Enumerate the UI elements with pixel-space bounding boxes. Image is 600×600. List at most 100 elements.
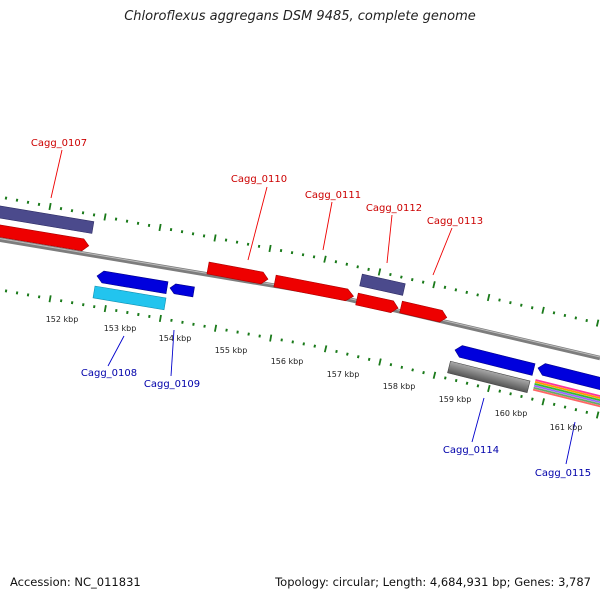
genome-backbone (0, 237, 600, 361)
map-title: Chloroflexus aggregans DSM 9485, complet… (124, 9, 476, 24)
lower-track-major-tick (541, 398, 545, 406)
lower-track-minor-tick (93, 305, 96, 309)
lower-track-minor-tick (476, 384, 480, 388)
lower-track-minor-tick (585, 410, 589, 414)
lower-track-minor-tick (389, 363, 393, 367)
feature-cagg-0108 (96, 270, 169, 294)
upper-track-minor-tick (235, 240, 239, 244)
gene-label-cagg-0115: Cagg_0115 (535, 468, 591, 479)
upper-track-minor-tick (70, 209, 74, 213)
lower-track-minor-tick (181, 320, 184, 324)
gene-label-cagg-0107: Cagg_0107 (31, 138, 87, 149)
upper-track-minor-tick (202, 234, 206, 238)
lower-track-major-tick (487, 384, 491, 393)
leader-cagg-0110 (247, 186, 268, 261)
tick-track-upper (4, 196, 600, 327)
lower-track-minor-tick (422, 371, 425, 375)
lower-track-major-tick (214, 324, 218, 332)
upper-track-minor-tick (59, 206, 63, 211)
kbp-label-159: 159 kbp (439, 395, 472, 404)
upper-track-minor-tick (26, 200, 30, 204)
upper-track-major-tick (541, 306, 545, 314)
upper-track-minor-tick (465, 290, 469, 295)
lower-track-minor-tick (26, 293, 30, 297)
upper-track-major-tick (323, 255, 327, 263)
feature-cagg-0113 (399, 300, 448, 323)
leader-cagg-0109 (170, 329, 175, 377)
lower-track-minor-tick (4, 289, 8, 293)
lower-track-minor-tick (70, 301, 74, 305)
lower-track-minor-tick (444, 376, 447, 380)
leader-cagg-0111 (322, 201, 333, 251)
feature-cagg-0110 (206, 261, 269, 285)
lower-track-minor-tick (82, 303, 85, 307)
genome-summary: Topology: circular; Length: 4,684,931 bp… (275, 575, 591, 589)
feature-cagg-0112 (359, 273, 406, 296)
lower-track-minor-tick (313, 344, 317, 348)
leader-cagg-0107 (50, 149, 63, 199)
kbp-label-157: 157 kbp (327, 370, 360, 379)
lower-track-minor-tick (170, 318, 173, 322)
feature-cagg-0109 (169, 283, 195, 298)
lower-track-minor-tick (192, 322, 195, 326)
upper-track-minor-tick (191, 232, 195, 236)
feature-red-arrow-left (0, 223, 90, 252)
lower-track-major-tick (158, 314, 162, 323)
lower-track-major-tick (48, 295, 52, 303)
upper-track-major-tick (158, 223, 162, 232)
lower-track-minor-tick (37, 295, 41, 299)
lower-track-minor-tick (498, 389, 502, 393)
upper-track-minor-tick (520, 303, 523, 307)
lower-track-minor-tick (15, 291, 19, 295)
upper-track-minor-tick (498, 298, 501, 302)
lower-track-minor-tick (531, 397, 534, 401)
upper-track-minor-tick (530, 306, 534, 310)
upper-track-minor-tick (169, 228, 173, 232)
gene-label-cagg-0111: Cagg_0111 (305, 190, 361, 201)
upper-track-minor-tick (136, 221, 140, 225)
leader-cagg-0113 (432, 227, 453, 276)
colored-track-bundle (532, 379, 600, 410)
gene-label-cagg-0112: Cagg_0112 (366, 203, 422, 214)
lower-track-minor-tick (247, 332, 250, 336)
lower-track-minor-tick (258, 334, 261, 338)
upper-track-major-tick (48, 202, 52, 211)
feature-cagg-0115 (537, 363, 600, 392)
upper-track-minor-tick (509, 301, 512, 305)
upper-track-minor-tick (454, 288, 458, 292)
lower-track-major-tick (432, 371, 437, 379)
upper-track-minor-tick (334, 260, 338, 264)
kbp-label-155: 155 kbp (215, 346, 248, 355)
feature-red-arrow-0112-lower (355, 292, 399, 313)
feature-gray-0114 (447, 360, 531, 394)
accession-label: Accession: NC_011831 (10, 575, 141, 589)
upper-track-minor-tick (301, 253, 305, 257)
upper-track-minor-tick (552, 311, 556, 315)
lower-track-minor-tick (126, 310, 129, 315)
lower-track-minor-tick (302, 342, 305, 346)
upper-track-minor-tick (476, 293, 479, 297)
feature-cagg-0107 (0, 204, 95, 234)
upper-track-major-tick (432, 281, 436, 289)
upper-track-minor-tick (257, 244, 261, 248)
feature-cyan-0108 (92, 285, 167, 311)
lower-track-minor-tick (509, 392, 512, 396)
upper-track-minor-tick (246, 242, 250, 246)
lower-track-minor-tick (552, 402, 556, 407)
lower-track-minor-tick (203, 324, 206, 328)
upper-track-minor-tick (410, 278, 414, 282)
upper-track-minor-tick (92, 213, 96, 217)
kbp-label-161: 161 kbp (550, 423, 583, 432)
lower-track-major-tick (103, 305, 107, 313)
feature-cagg-0114 (454, 345, 536, 376)
upper-track-major-tick (377, 268, 382, 276)
gene-label-cagg-0109: Cagg_0109 (144, 379, 200, 390)
lower-track-minor-tick (291, 340, 294, 344)
kbp-label-160: 160 kbp (495, 409, 528, 418)
lower-track-major-tick (323, 345, 328, 353)
lower-track-major-tick (595, 411, 600, 419)
kbp-label-156: 156 kbp (271, 357, 304, 366)
upper-track-minor-tick (4, 196, 8, 200)
gene-label-cagg-0114: Cagg_0114 (443, 445, 499, 456)
lower-track-major-tick (378, 358, 382, 366)
